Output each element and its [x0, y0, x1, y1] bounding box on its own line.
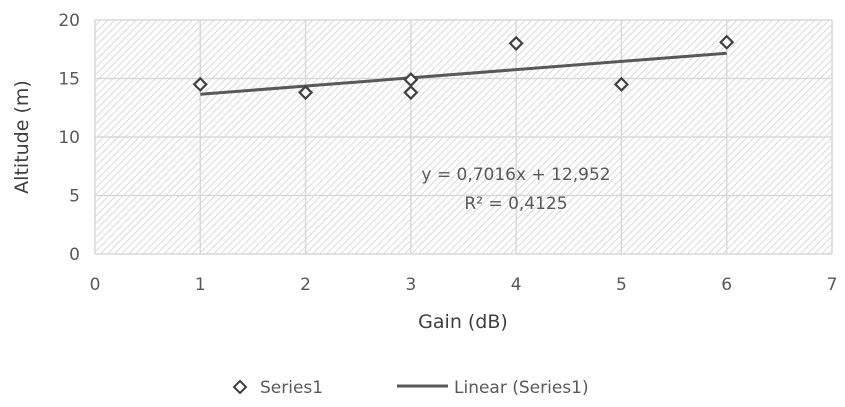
y-tick-label: 0 [69, 245, 80, 265]
x-tick-label: 0 [90, 275, 101, 295]
data-point [613, 76, 629, 92]
trendline-path [200, 51, 727, 96]
x-tick-label: 2 [300, 275, 311, 295]
data-point [192, 76, 208, 92]
x-axis-title: Gain (dB) [418, 311, 508, 333]
legend-series1-label: Series1 [260, 378, 323, 398]
x-tick-label: 3 [405, 275, 416, 295]
gridlines [94, 19, 833, 255]
y-axis-title: Altitude (m) [11, 80, 33, 194]
y-axis-ticks: 0 5 10 15 20 [58, 11, 80, 265]
x-tick-label: 7 [827, 275, 838, 295]
x-axis-ticks: 0 1 2 3 4 5 6 7 [90, 275, 838, 295]
y-tick-label: 10 [58, 128, 80, 148]
x-tick-label: 5 [616, 275, 627, 295]
y-tick-label: 20 [58, 11, 80, 31]
data-point [298, 84, 314, 101]
x-tick-label: 6 [721, 275, 732, 295]
data-point [508, 35, 524, 51]
legend: Series1 Linear (Series1) [232, 378, 589, 398]
legend-trendline-label: Linear (Series1) [454, 378, 589, 398]
y-tick-label: 15 [58, 70, 80, 90]
data-point [403, 84, 419, 101]
y-tick-label: 5 [69, 187, 80, 207]
trendline [200, 51, 727, 96]
data-point [403, 72, 419, 88]
x-tick-label: 4 [511, 275, 522, 295]
data-points [192, 34, 735, 101]
legend-diamond-marker [232, 379, 248, 395]
trendline-equation: y = 0,7016x + 12,952 [421, 165, 610, 185]
x-tick-label: 1 [195, 275, 206, 295]
data-point [719, 34, 735, 50]
trendline-r2: R² = 0,4125 [464, 194, 567, 214]
